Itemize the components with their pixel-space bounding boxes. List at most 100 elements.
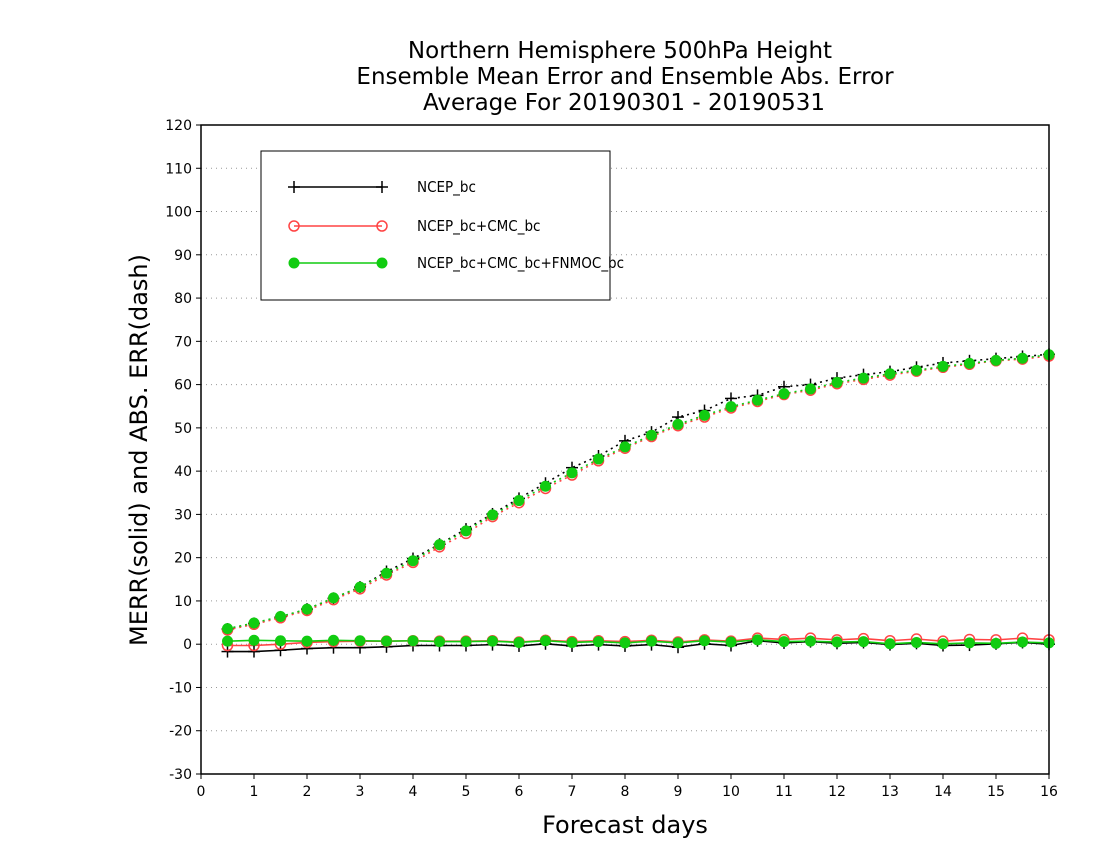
merr-point [672, 637, 684, 649]
y-tick-label: 50 [174, 421, 192, 437]
abs-err-point [275, 611, 286, 623]
abs-err-point [513, 495, 525, 507]
y-tick-label: 90 [174, 248, 192, 264]
chart-title-line-1: Northern Hemisphere 500hPa Height [408, 38, 832, 64]
merr-point [434, 636, 445, 648]
y-axis-label: MERR(solid) and ABS. ERR(dash) [125, 254, 153, 646]
abs-err-point [805, 383, 816, 395]
abs-err-point [778, 388, 790, 400]
x-tick-label: 2 [303, 784, 312, 800]
y-tick-label: 40 [174, 464, 192, 480]
abs-err-point [354, 581, 366, 593]
legend-marker-right [376, 181, 388, 193]
abs-err-point [858, 372, 869, 384]
merr-point [964, 637, 975, 649]
y-tick-label: 20 [174, 551, 192, 567]
y-tick-label: -30 [169, 767, 192, 783]
merr-point [990, 637, 1002, 649]
x-axis: 0 1 2 3 4 5 6 7 8 9 10 11 12 13 14 15 16 [197, 774, 1058, 800]
y-tick-label: 110 [165, 161, 192, 177]
merr-point [858, 636, 869, 648]
abs-err-line [227, 355, 1050, 631]
abs-err-point [884, 368, 896, 380]
merr-point [646, 635, 657, 647]
x-tick-label: 1 [250, 784, 259, 800]
y-axis: -30 -20 -10 0 10 20 30 40 50 60 70 80 90 100 110 120 [165, 118, 201, 783]
x-tick-label: 8 [621, 784, 630, 800]
y-tick-label: 80 [174, 291, 192, 307]
merr-point [274, 644, 287, 657]
x-tick-label: 5 [462, 784, 471, 800]
abs-err-point [222, 623, 233, 635]
series-layer [221, 348, 1055, 658]
x-tick-label: 3 [356, 784, 365, 800]
legend-label: NCEP_bc+CMC_bc+FNMOC_bc [417, 254, 624, 273]
series-1-markers [221, 350, 1055, 652]
abs-err-point [487, 509, 498, 521]
merr-point [513, 636, 525, 648]
y-tick-label: 60 [174, 378, 192, 394]
y-tick-label: 70 [174, 334, 192, 350]
abs-err-point [619, 441, 631, 453]
abs-err-point [937, 360, 949, 372]
legend-item-2: NCEP_bc+CMC_bc+FNMOC_bc [288, 254, 624, 273]
x-tick-label: 0 [197, 784, 206, 800]
merr-point [248, 645, 260, 658]
x-tick-label: 7 [568, 784, 577, 800]
merr-point [884, 638, 896, 650]
abs-err-point [301, 603, 313, 615]
merr-point [381, 635, 392, 647]
abs-err-line [227, 353, 1050, 630]
x-tick-label: 10 [722, 784, 740, 800]
chart-title: Northern Hemisphere 500hPa Height Ensemb… [356, 38, 894, 116]
abs-err-point [725, 401, 737, 413]
merr-point [540, 635, 551, 647]
merr-point [221, 645, 234, 658]
abs-err-point [566, 467, 578, 479]
y-tick-label: -20 [169, 724, 192, 740]
merr-point [699, 635, 710, 647]
legend-marker-left [288, 257, 300, 269]
x-tick-label: 16 [1040, 784, 1058, 800]
merr-point [1017, 636, 1028, 648]
series-0 [227, 353, 1050, 653]
legend-item-1: NCEP_bc+CMC_bc [288, 217, 540, 236]
y-tick-label: -10 [169, 680, 192, 696]
abs-err-point [831, 376, 843, 388]
legend-marker-left [288, 181, 300, 193]
abs-err-point [964, 357, 975, 369]
abs-err-point [1017, 352, 1028, 364]
abs-err-point [752, 394, 763, 406]
abs-err-line [227, 353, 1050, 630]
abs-err-point [540, 480, 551, 492]
merr-point [275, 635, 286, 647]
x-tick-label: 4 [409, 784, 418, 800]
abs-err-point [248, 617, 260, 629]
y-tick-label: 100 [165, 205, 192, 221]
series-2 [227, 353, 1050, 645]
merr-point [566, 636, 578, 648]
legend: NCEP_bc NCEP_bc+CMC_bc NCEP_bc+CMC_bc+FNMO… [260, 150, 624, 301]
y-tick-label: 30 [174, 507, 192, 523]
merr-point [911, 636, 922, 648]
abs-err-point [911, 364, 922, 376]
y-tick-label: 120 [165, 118, 192, 134]
series-0-markers [221, 348, 1055, 658]
x-tick-label: 9 [674, 784, 683, 800]
series-1 [227, 355, 1050, 647]
x-axis-label: Forecast days [542, 811, 708, 839]
merr-point [752, 634, 763, 646]
abs-err-point [699, 409, 710, 421]
y-tick-label: 0 [183, 637, 192, 653]
legend-label: NCEP_bc+CMC_bc [417, 217, 540, 236]
merr-point [248, 634, 260, 646]
merr-point [407, 635, 419, 647]
abs-err-point [381, 567, 392, 579]
abs-err-point [328, 592, 339, 604]
legend-marker-right [376, 220, 388, 232]
legend-marker-left [288, 220, 300, 232]
legend-label: NCEP_bc [417, 178, 476, 197]
x-tick-label: 14 [934, 784, 952, 800]
y-tick-label: 10 [174, 594, 192, 610]
